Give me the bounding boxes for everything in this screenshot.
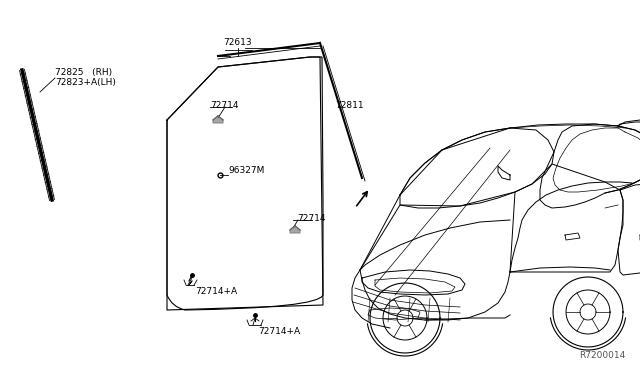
Text: 72811: 72811 <box>335 100 364 109</box>
Text: 96327M: 96327M <box>228 166 264 174</box>
Text: 72613: 72613 <box>224 38 252 46</box>
Text: 72714: 72714 <box>210 100 239 109</box>
Polygon shape <box>213 116 223 123</box>
Text: 72823+A(LH): 72823+A(LH) <box>55 77 116 87</box>
Polygon shape <box>290 226 300 233</box>
Text: 72714+A: 72714+A <box>195 288 237 296</box>
Text: 72825   (RH): 72825 (RH) <box>55 67 112 77</box>
Text: 72714: 72714 <box>297 214 326 222</box>
Text: R7200014: R7200014 <box>579 350 625 359</box>
Text: 72714+A: 72714+A <box>258 327 300 337</box>
